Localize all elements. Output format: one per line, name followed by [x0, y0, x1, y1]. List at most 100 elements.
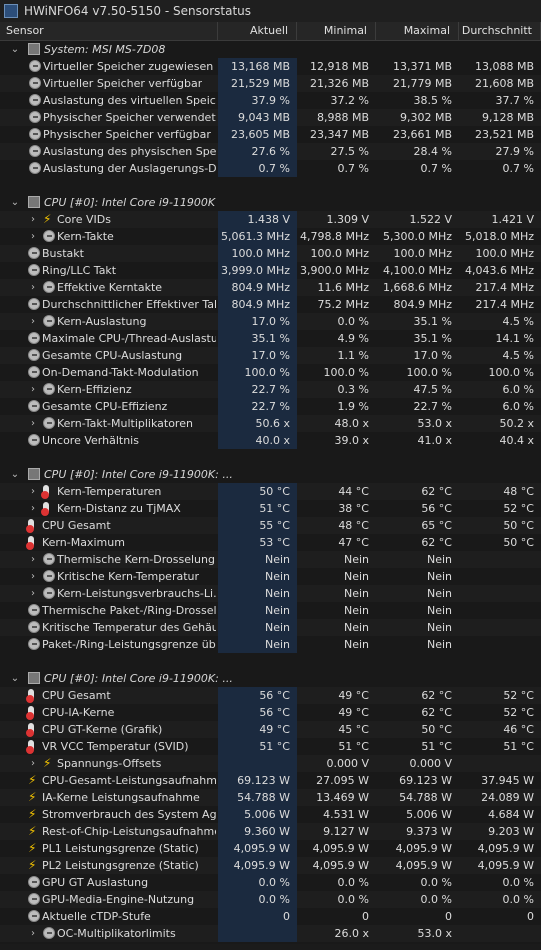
- sensor-row[interactable]: Physischer Speicher verwendet 9,043 MB 8,9…: [0, 109, 541, 126]
- sensor-label: Kern-Leistungsverbrauchs-Li...: [57, 587, 216, 600]
- value-max: 4,095.9 W: [395, 842, 452, 855]
- value-max: 1.522 V: [409, 213, 452, 226]
- header-avg[interactable]: Durchschnitt: [459, 22, 541, 40]
- sensor-row[interactable]: Uncore Verhältnis 40.0 x 39.0 x 41.0 x 40.4 …: [0, 432, 541, 449]
- sensor-row[interactable]: Auslastung des virtuellen Speichers37.9 …: [0, 92, 541, 109]
- value-current: 3,999.0 MHz: [218, 262, 297, 279]
- gauge-icon: [28, 893, 40, 905]
- sensor-row[interactable]: ⚡ PL2 Leistungsgrenze (Static) 4,095.9 W 4,…: [0, 857, 541, 874]
- sensor-row[interactable]: Gesamte CPU-Effizienz 22.7 % 1.9 % 22.7 % 6.…: [0, 398, 541, 415]
- sensor-row[interactable]: › Thermische Kern-Drosselung Nein Nein Nein: [0, 551, 541, 568]
- header-current[interactable]: Aktuell: [218, 22, 297, 40]
- sensor-row[interactable]: › Kern-Effizienz 22.7 % 0.3 % 47.5 % 6.0 %: [0, 381, 541, 398]
- value-max: 0.0 %: [420, 876, 452, 889]
- sensor-row[interactable]: Ring/LLC Takt 3,999.0 MHz 3,900.0 MHz 4,100…: [0, 262, 541, 279]
- expand-icon[interactable]: ›: [31, 588, 35, 599]
- value-current: Nein: [218, 636, 297, 653]
- sensor-row[interactable]: CPU-IA-Kerne 56 °C 49 °C 62 °C 52 °C: [0, 704, 541, 721]
- value-avg: 46 °C: [503, 723, 534, 736]
- sensor-row[interactable]: CPU Gesamt 55 °C 48 °C 65 °C 50 °C: [0, 517, 541, 534]
- expand-icon[interactable]: ›: [31, 928, 35, 939]
- sensor-row[interactable]: Kritische Temperatur des Gehäus... Nein Ne…: [0, 619, 541, 636]
- sensor-label: CPU Gesamt: [42, 519, 111, 532]
- sensor-label: On-Demand-Takt-Modulation: [42, 366, 199, 379]
- expand-icon[interactable]: ›: [31, 571, 35, 582]
- collapse-icon[interactable]: ⌄: [10, 197, 20, 208]
- sensor-group-header[interactable]: ⌄ CPU [#0]: Intel Core i9-11900K: ...: [0, 670, 541, 687]
- expand-icon[interactable]: ›: [31, 384, 35, 395]
- sensor-row[interactable]: › Kern-Takte 5,061.3 MHz 4,798.8 MHz 5,300.0…: [0, 228, 541, 245]
- sensor-row[interactable]: Bustakt 100.0 MHz 100.0 MHz 100.0 MHz 100.0 …: [0, 245, 541, 262]
- sensor-row[interactable]: Virtueller Speicher zugewiesen 13,168 MB 1…: [0, 58, 541, 75]
- expand-icon[interactable]: ›: [31, 214, 35, 225]
- collapse-icon[interactable]: ⌄: [10, 44, 20, 55]
- expand-icon[interactable]: ›: [31, 282, 35, 293]
- value-min: 11.6 MHz: [317, 281, 369, 294]
- group-separator: [0, 177, 541, 194]
- sensor-row[interactable]: Auslastung des physischen Speic...27.6 %…: [0, 143, 541, 160]
- sensor-row[interactable]: VR VCC Temperatur (SVID) 51 °C 51 °C 51 °C 5…: [0, 738, 541, 755]
- sensor-group-header[interactable]: ⌄ CPU [#0]: Intel Core i9-11900K: [0, 194, 541, 211]
- expand-icon[interactable]: ›: [31, 503, 35, 514]
- value-max: 69.123 W: [399, 774, 452, 787]
- sensor-label: Thermische Paket-/Ring-Drosselung: [42, 604, 216, 617]
- sensor-row[interactable]: ⚡ IA-Kerne Leistungsaufnahme 54.788 W 13.46…: [0, 789, 541, 806]
- sensor-row[interactable]: Paket-/Ring-Leistungsgrenze übe... Nein Ne…: [0, 636, 541, 653]
- sensor-row[interactable]: › Kern-Takt-Multiplikatoren 50.6 x 48.0 x 53…: [0, 415, 541, 432]
- expand-icon[interactable]: ›: [31, 231, 35, 242]
- sensor-row[interactable]: Auslastung der Auslagerungs-Datei0.7 %0.…: [0, 160, 541, 177]
- value-current: 35.1 %: [218, 330, 297, 347]
- sensor-row[interactable]: › Effektive Kerntakte 804.9 MHz 11.6 MHz 1,6…: [0, 279, 541, 296]
- value-max: 62 °C: [421, 689, 452, 702]
- value-max: Nein: [426, 621, 452, 634]
- header-min[interactable]: Minimal: [297, 22, 376, 40]
- sensor-row[interactable]: › OC-Multiplikatorlimits 26.0 x 53.0 x: [0, 925, 541, 942]
- sensor-row[interactable]: ⚡ PL1 Leistungsgrenze (Static) 4,095.9 W 4,…: [0, 840, 541, 857]
- sensor-row[interactable]: ⚡ CPU-Gesamt-Leistungsaufnahme 69.123 W 27.…: [0, 772, 541, 789]
- sensor-row[interactable]: CPU GT-Kerne (Grafik) 49 °C 45 °C 50 °C 46 °…: [0, 721, 541, 738]
- sensor-row[interactable]: Aktuelle cTDP-Stufe 0 0 0 0: [0, 908, 541, 925]
- sensor-row[interactable]: › ⚡ Core VIDs 1.438 V 1.309 V 1.522 V 1.421 V: [0, 211, 541, 228]
- sensor-row[interactable]: On-Demand-Takt-Modulation 100.0 % 100.0 % 1…: [0, 364, 541, 381]
- sensor-list[interactable]: ⌄ System: MSI MS-7D08 Virtueller Speicher …: [0, 41, 541, 942]
- value-max: Nein: [426, 553, 452, 566]
- collapse-icon[interactable]: ⌄: [10, 673, 20, 684]
- sensor-row[interactable]: GPU GT Auslastung 0.0 % 0.0 % 0.0 % 0.0 %: [0, 874, 541, 891]
- window-title: HWiNFO64 v7.50-5150 - Sensorstatus: [24, 4, 252, 18]
- header-sensor[interactable]: Sensor: [0, 22, 218, 40]
- sensor-row[interactable]: Thermische Paket-/Ring-DrosselungNeinNei…: [0, 602, 541, 619]
- expand-icon[interactable]: ›: [31, 554, 35, 565]
- sensor-row[interactable]: Maximale CPU-/Thread-Auslastung 35.1 % 4.9…: [0, 330, 541, 347]
- sensor-row[interactable]: GPU-Media-Engine-Nutzung 0.0 % 0.0 % 0.0 % 0…: [0, 891, 541, 908]
- thermometer-icon: [26, 706, 34, 720]
- expand-icon[interactable]: ›: [31, 316, 35, 327]
- sensor-group-header[interactable]: ⌄ CPU [#0]: Intel Core i9-11900K: ...: [0, 466, 541, 483]
- value-avg: 0.7 %: [502, 162, 534, 175]
- header-max[interactable]: Maximal: [376, 22, 459, 40]
- expand-icon[interactable]: ›: [31, 758, 35, 769]
- sensor-row[interactable]: › ⚡ Spannungs-Offsets 0.000 V 0.000 V: [0, 755, 541, 772]
- value-max: 35.1 %: [413, 315, 452, 328]
- value-min: Nein: [343, 621, 369, 634]
- sensor-row[interactable]: › Kritische Kern-Temperatur Nein Nein Nein: [0, 568, 541, 585]
- sensor-row[interactable]: Virtueller Speicher verfügbar 21,529 MB 21…: [0, 75, 541, 92]
- column-header[interactable]: Sensor Aktuell Minimal Maximal Durchschn…: [0, 22, 541, 41]
- expand-icon[interactable]: ›: [31, 418, 35, 429]
- sensor-row[interactable]: › Kern-Temperaturen 50 °C 44 °C 62 °C 48 °C: [0, 483, 541, 500]
- value-min: 21,326 MB: [309, 77, 369, 90]
- sensor-row[interactable]: ⚡ Rest-of-Chip-Leistungsaufnahme 9.360 W 9.…: [0, 823, 541, 840]
- sensor-row[interactable]: Gesamte CPU-Auslastung 17.0 % 1.1 % 17.0 % 4…: [0, 347, 541, 364]
- sensor-row[interactable]: › Kern-Auslastung 17.0 % 0.0 % 35.1 % 4.5 %: [0, 313, 541, 330]
- value-avg: 13,088 MB: [474, 60, 534, 73]
- sensor-group-header[interactable]: ⌄ System: MSI MS-7D08: [0, 41, 541, 58]
- sensor-row[interactable]: CPU Gesamt 56 °C 49 °C 62 °C 52 °C: [0, 687, 541, 704]
- sensor-row[interactable]: Physischer Speicher verfügbar 23,605 MB 23…: [0, 126, 541, 143]
- sensor-row[interactable]: Durchschnittlicher Effektiver Takt 804.9 …: [0, 296, 541, 313]
- sensor-row[interactable]: › Kern-Distanz zu TjMAX 51 °C 38 °C 56 °C 52 …: [0, 500, 541, 517]
- value-max: Nein: [426, 638, 452, 651]
- sensor-row[interactable]: Kern-Maximum 53 °C 47 °C 62 °C 50 °C: [0, 534, 541, 551]
- expand-icon[interactable]: ›: [31, 486, 35, 497]
- sensor-row[interactable]: › Kern-Leistungsverbrauchs-Li... Nein Nein N…: [0, 585, 541, 602]
- collapse-icon[interactable]: ⌄: [10, 469, 20, 480]
